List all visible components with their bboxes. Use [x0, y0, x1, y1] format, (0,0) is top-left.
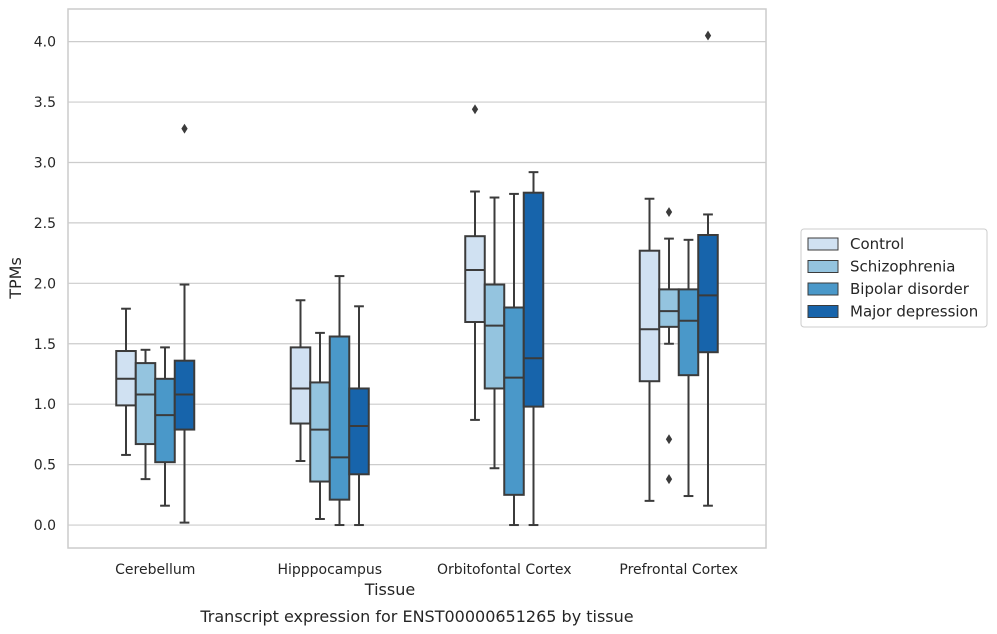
legend-label: Control: [850, 235, 904, 253]
box-iqr: [677, 288, 700, 377]
box-iqr: [483, 283, 506, 390]
box-2-1: [483, 196, 506, 470]
x-tick-label: Hipppocampus: [277, 562, 382, 578]
y-tick-label: 0.5: [34, 458, 56, 474]
x-tick-label: Cerebellum: [115, 562, 195, 578]
box-iqr: [503, 306, 525, 496]
box-1-3: [348, 305, 370, 527]
outlier-point: [665, 434, 673, 445]
y-tick-label: 3.0: [34, 155, 56, 171]
box-iqr: [658, 288, 680, 328]
y-tick-label: 3.5: [34, 95, 56, 111]
legend-swatch: [807, 282, 839, 296]
y-tick-label: 0.0: [34, 518, 56, 534]
legend-label: Schizophrenia: [850, 258, 955, 276]
box-0-3: [173, 123, 196, 524]
figure-caption: Transcript expression for ENST0000065126…: [199, 607, 633, 626]
plot-frame: [67, 8, 767, 549]
box-3-2: [677, 238, 700, 498]
box-iqr: [348, 387, 370, 476]
box-iqr: [134, 362, 157, 446]
y-axis-label: TPMs: [6, 257, 25, 300]
box-3-3: [697, 30, 719, 507]
box-2-0: [464, 104, 486, 421]
box-iqr: [697, 233, 719, 354]
y-tick-label: 2.5: [34, 216, 56, 232]
box-iqr: [522, 191, 545, 408]
box-1-1: [309, 331, 331, 520]
box-iqr: [154, 377, 176, 464]
box-3-0: [638, 197, 661, 502]
box-iqr: [638, 249, 661, 383]
box-series: [115, 30, 719, 527]
outlier-point: [181, 123, 188, 134]
legend-label: Major depression: [850, 303, 978, 321]
x-axis-label: Tissue: [364, 580, 415, 599]
outlier-point: [665, 207, 673, 217]
legend-frame: [800, 228, 988, 328]
y-tick-labels: 0.0 0.5 1.0 1.5 2.0 2.5 3.0 3.5 4.0: [34, 35, 56, 534]
x-tick-label: Orbitofontal Cortex: [437, 562, 572, 578]
legend-label: Bipolar disorder: [850, 280, 970, 298]
box-2-3: [522, 171, 545, 527]
outlier-point: [471, 104, 479, 115]
legend-swatch: [807, 305, 839, 318]
legend-swatch: [807, 237, 839, 251]
y-tick-label: 1.5: [34, 337, 56, 353]
box-2-2: [503, 192, 525, 527]
x-tick-label: Prefrontal Cortex: [619, 562, 738, 578]
outlier-point: [665, 474, 673, 485]
box-iqr: [309, 381, 331, 483]
box-iqr: [289, 346, 312, 425]
legend: Control Schizophrenia Bipolar disorder Majo…: [800, 228, 988, 328]
box-iqr: [328, 335, 351, 501]
box-iqr: [464, 235, 486, 324]
y-tick-label: 1.0: [34, 397, 56, 413]
outlier-point: [704, 30, 712, 41]
y-tick-label: 2.0: [34, 276, 56, 292]
y-tick-label: 4.0: [34, 35, 56, 51]
x-tick-labels: Cerebellum Hipppocampus Orbitofontal Corte…: [115, 562, 738, 578]
legend-swatch: [807, 260, 839, 273]
